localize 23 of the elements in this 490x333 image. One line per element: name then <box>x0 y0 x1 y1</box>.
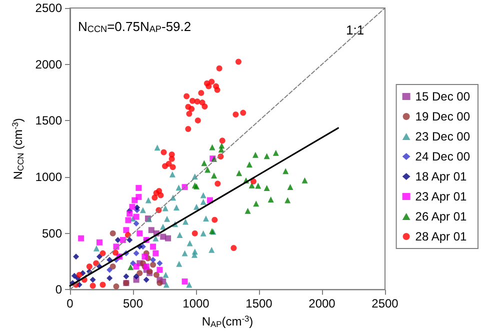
x-tick-label: 2000 <box>308 296 336 311</box>
x-tick-label: 1500 <box>246 296 273 311</box>
legend-label: 28 Apr 01 <box>415 230 467 244</box>
y-tick-label: 500 <box>42 226 62 240</box>
x-tick-label: 500 <box>122 296 144 311</box>
y-axis-title: NCCN (cm-3) <box>10 118 26 180</box>
legend-label: 23 Apr 01 <box>415 190 467 204</box>
x-tick-label: 1000 <box>182 296 210 311</box>
y-tick-label: 2500 <box>35 1 62 15</box>
x-tick-label: 0 <box>66 296 74 311</box>
annotation: 1:1 <box>346 22 364 38</box>
legend-label: 18 Apr 01 <box>415 170 467 184</box>
legend-label: 26 Apr 01 <box>415 210 467 224</box>
y-tick-label: 2000 <box>35 57 62 72</box>
y-tick-label: 1000 <box>35 170 62 184</box>
x-tick-label: 2500 <box>372 296 399 311</box>
legend-label: 24 Dec 00 <box>415 150 470 164</box>
y-tick-label: 1500 <box>35 114 62 128</box>
y-tick-label: 0 <box>55 282 62 297</box>
annotation: NCCN=0.75NAP-59.2 <box>78 19 192 34</box>
legend-label: 23 Dec 00 <box>415 130 470 144</box>
legend-label: 15 Dec 00 <box>415 90 470 104</box>
legend-label: 19 Dec 00 <box>415 110 470 124</box>
